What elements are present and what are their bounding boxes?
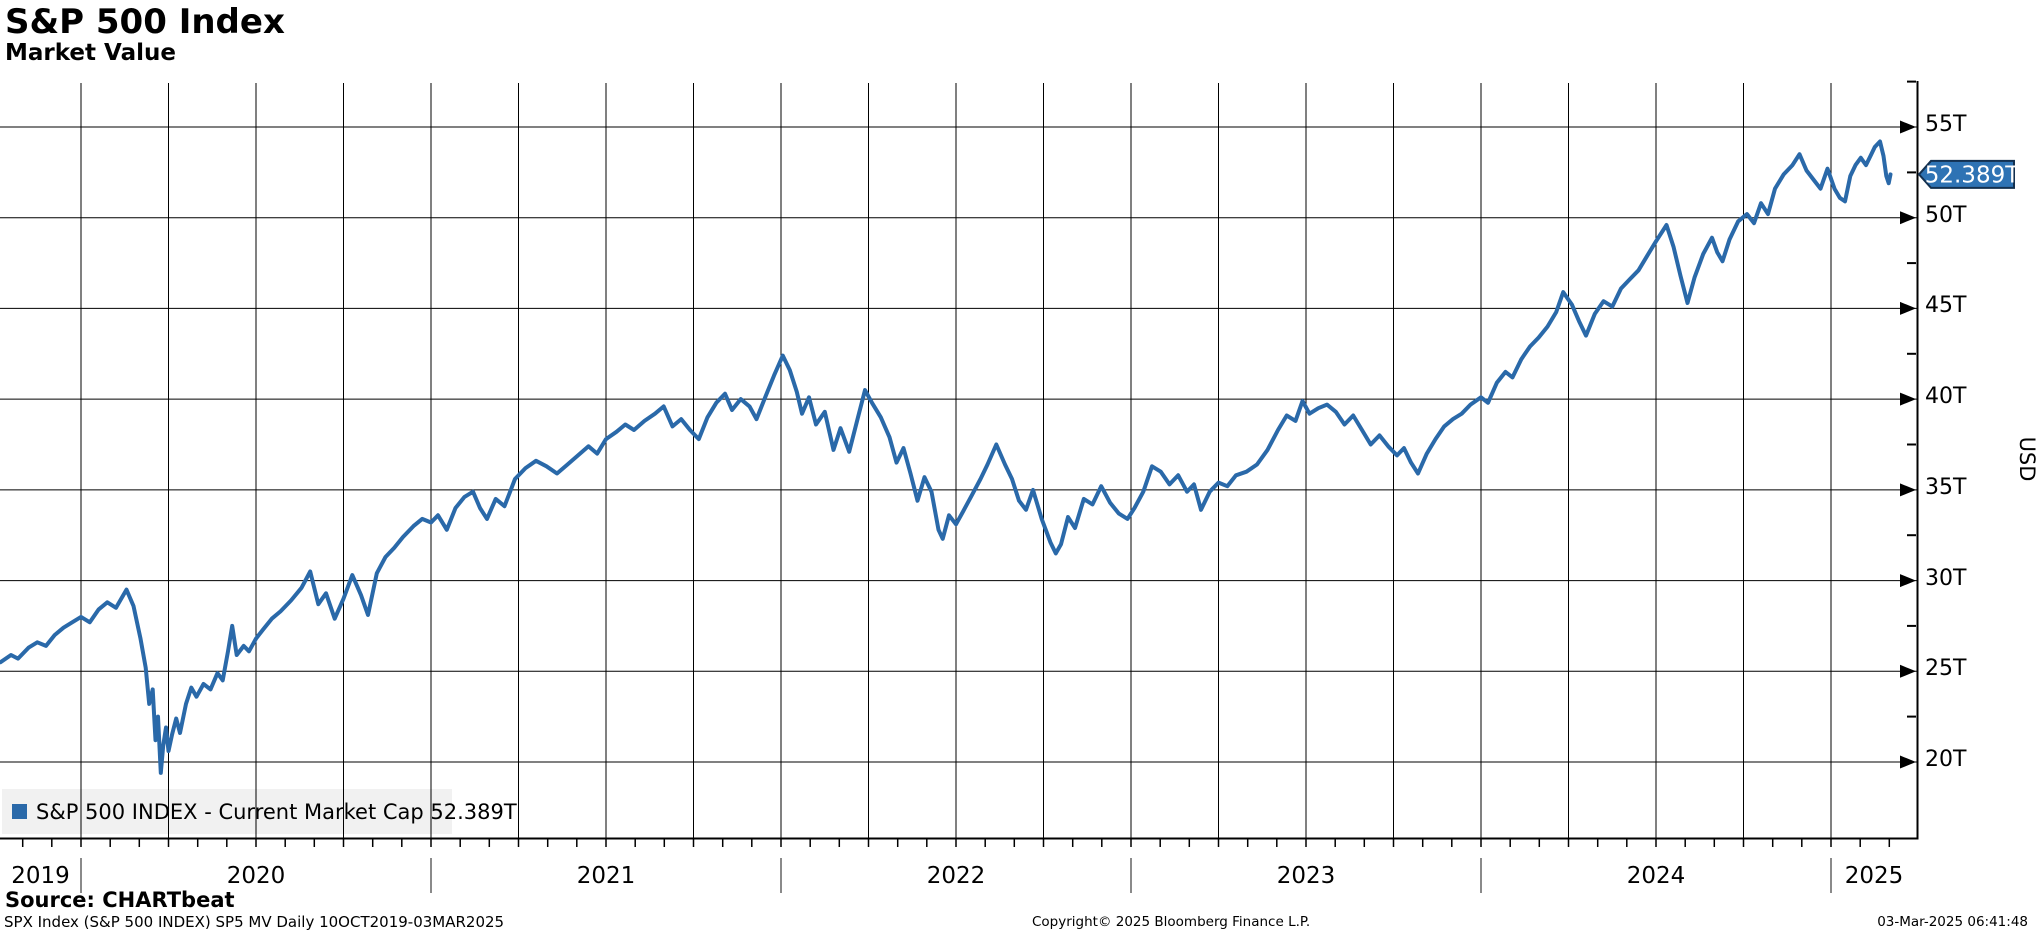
page-title: S&P 500 Index (5, 2, 285, 42)
legend-label: S&P 500 INDEX - Current Market Cap 52.38… (36, 799, 517, 824)
x-gridlines (80, 83, 1832, 838)
last-price-badge[interactable]: 52.389T (1917, 159, 2020, 189)
page-subtitle: Market Value (5, 40, 176, 66)
year-separators (80, 858, 1832, 893)
gridline-arrowheads (1900, 120, 1916, 769)
axes (0, 81, 1919, 840)
series-swatch-icon (12, 804, 27, 819)
y-gridlines (0, 126, 1917, 763)
badge-value-label: 52.389T (1925, 162, 2020, 188)
price-line (0, 139, 1893, 775)
badge-pointer-shape (1917, 159, 2015, 189)
month-ticks (21, 839, 1891, 847)
legend-box[interactable]: S&P 500 INDEX - Current Market Cap 52.38… (2, 789, 517, 834)
y-minor-ticks (1907, 80, 1916, 718)
